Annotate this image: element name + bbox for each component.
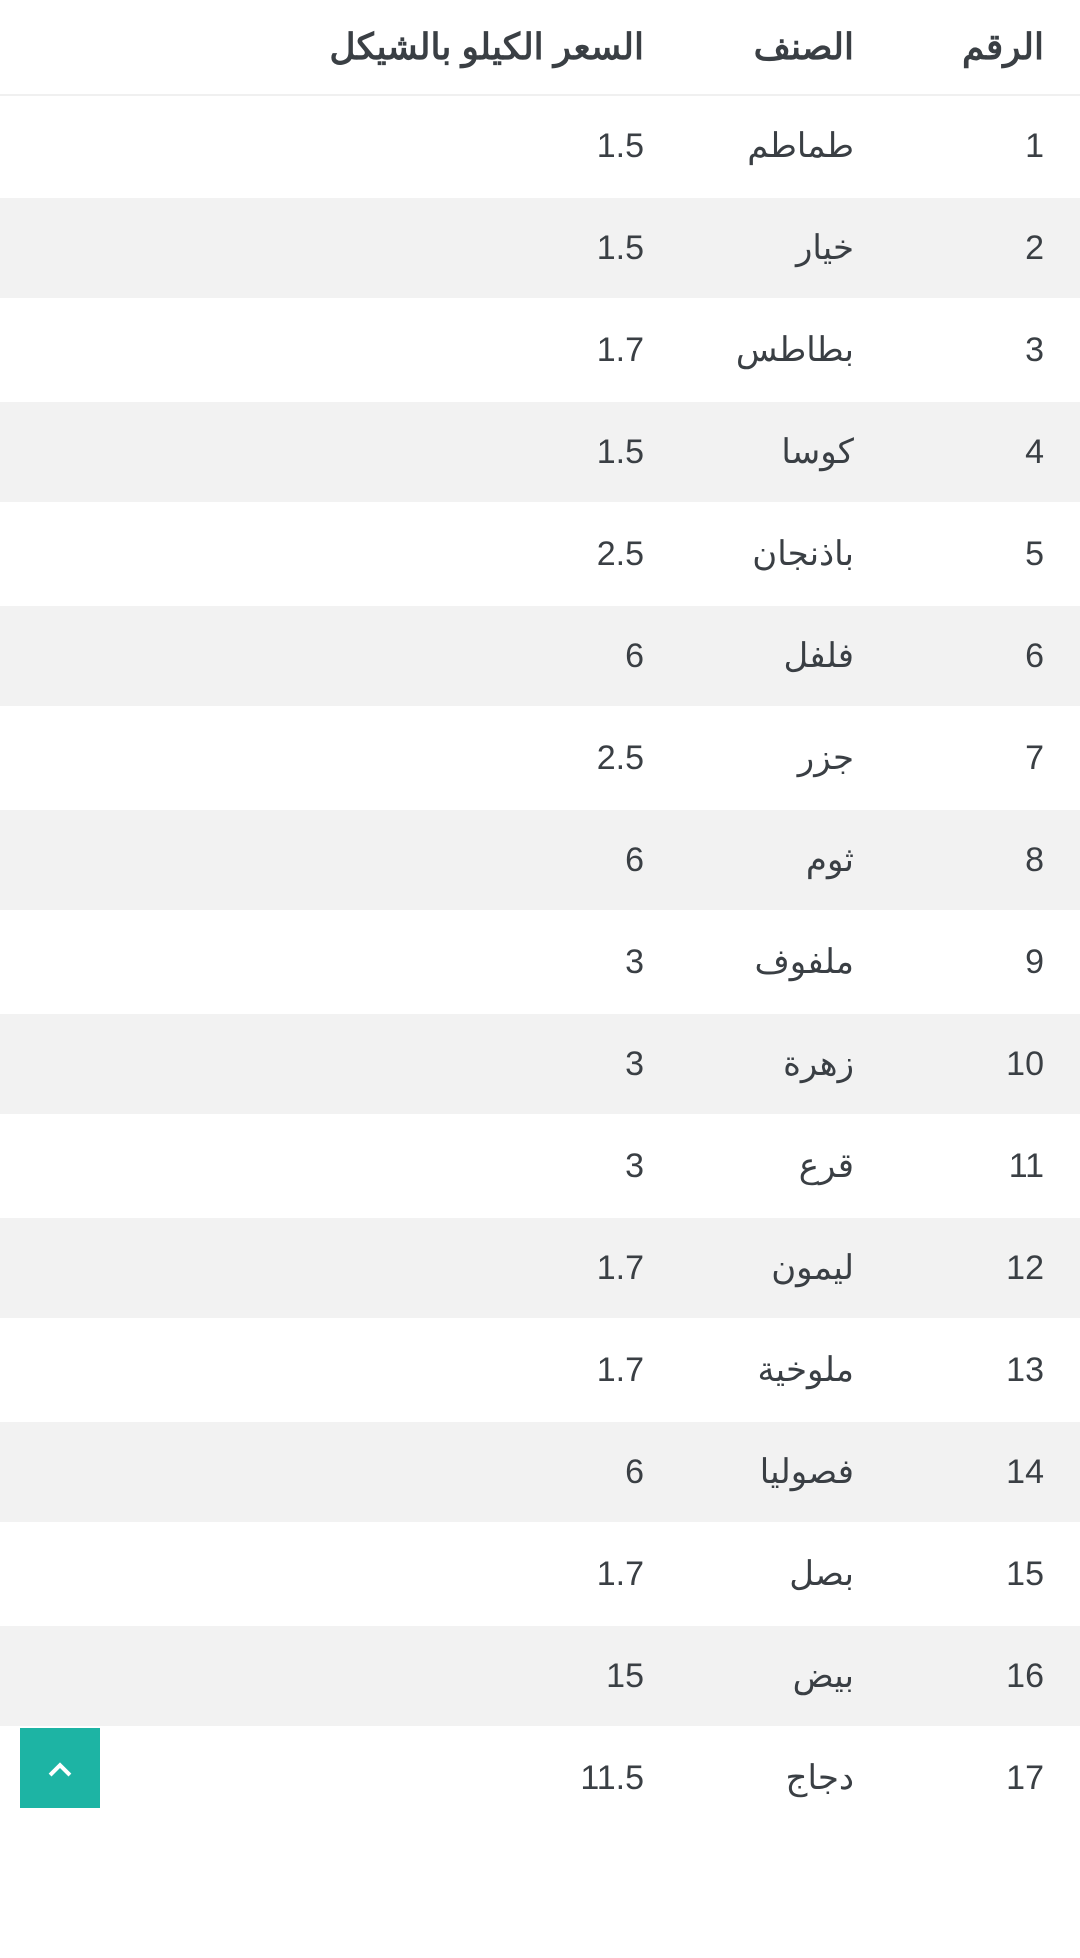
table-row: 9ملفوف3 xyxy=(0,911,1080,1013)
cell-item: كوسا xyxy=(680,401,890,503)
cell-price: 1.5 xyxy=(0,401,680,503)
cell-price: 3 xyxy=(0,1115,680,1217)
table-row: 2خيار1.5 xyxy=(0,197,1080,299)
cell-item: خيار xyxy=(680,197,890,299)
cell-item: بيض xyxy=(680,1625,890,1727)
cell-item: بصل xyxy=(680,1523,890,1625)
cell-price: 1.7 xyxy=(0,1217,680,1319)
cell-price: 1.7 xyxy=(0,1523,680,1625)
table-row: 13ملوخية1.7 xyxy=(0,1319,1080,1421)
cell-number: 2 xyxy=(890,197,1080,299)
table-row: 1طماطم1.5 xyxy=(0,95,1080,197)
table-row: 11قرع3 xyxy=(0,1115,1080,1217)
cell-price: 3 xyxy=(0,1013,680,1115)
chevron-up-icon xyxy=(43,1751,77,1785)
cell-number: 4 xyxy=(890,401,1080,503)
cell-number: 16 xyxy=(890,1625,1080,1727)
table-row: 17دجاج11.5 xyxy=(0,1727,1080,1829)
cell-item: فلفل xyxy=(680,605,890,707)
table-row: 12ليمون1.7 xyxy=(0,1217,1080,1319)
table-row: 7جزر2.5 xyxy=(0,707,1080,809)
cell-number: 10 xyxy=(890,1013,1080,1115)
scroll-top-button[interactable] xyxy=(20,1728,100,1808)
cell-number: 15 xyxy=(890,1523,1080,1625)
cell-price: 11.5 xyxy=(0,1727,680,1829)
cell-number: 12 xyxy=(890,1217,1080,1319)
col-header-item: الصنف xyxy=(680,0,890,95)
cell-item: دجاج xyxy=(680,1727,890,1829)
cell-number: 1 xyxy=(890,95,1080,197)
cell-number: 5 xyxy=(890,503,1080,605)
cell-price: 2.5 xyxy=(0,503,680,605)
cell-price: 15 xyxy=(0,1625,680,1727)
cell-item: فصوليا xyxy=(680,1421,890,1523)
table-row: 15بصل1.7 xyxy=(0,1523,1080,1625)
cell-number: 11 xyxy=(890,1115,1080,1217)
table-body: 1طماطم1.52خيار1.53بطاطس1.74كوسا1.55باذنج… xyxy=(0,95,1080,1829)
cell-item: باذنجان xyxy=(680,503,890,605)
cell-price: 6 xyxy=(0,809,680,911)
cell-number: 7 xyxy=(890,707,1080,809)
cell-item: قرع xyxy=(680,1115,890,1217)
cell-price: 3 xyxy=(0,911,680,1013)
table-row: 6فلفل6 xyxy=(0,605,1080,707)
cell-number: 3 xyxy=(890,299,1080,401)
cell-price: 6 xyxy=(0,605,680,707)
col-header-number: الرقم xyxy=(890,0,1080,95)
price-table: الرقم الصنف السعر الكيلو بالشيكل 1طماطم1… xyxy=(0,0,1080,1830)
table-row: 8ثوم6 xyxy=(0,809,1080,911)
cell-number: 9 xyxy=(890,911,1080,1013)
table-row: 10زهرة3 xyxy=(0,1013,1080,1115)
cell-number: 14 xyxy=(890,1421,1080,1523)
price-table-container: الرقم الصنف السعر الكيلو بالشيكل 1طماطم1… xyxy=(0,0,1080,1830)
cell-price: 1.5 xyxy=(0,197,680,299)
cell-item: ثوم xyxy=(680,809,890,911)
cell-price: 6 xyxy=(0,1421,680,1523)
table-row: 4كوسا1.5 xyxy=(0,401,1080,503)
cell-price: 1.7 xyxy=(0,1319,680,1421)
cell-item: ملفوف xyxy=(680,911,890,1013)
cell-number: 13 xyxy=(890,1319,1080,1421)
cell-number: 17 xyxy=(890,1727,1080,1829)
table-header-row: الرقم الصنف السعر الكيلو بالشيكل xyxy=(0,0,1080,95)
cell-item: جزر xyxy=(680,707,890,809)
cell-item: طماطم xyxy=(680,95,890,197)
table-row: 3بطاطس1.7 xyxy=(0,299,1080,401)
cell-item: بطاطس xyxy=(680,299,890,401)
cell-item: ملوخية xyxy=(680,1319,890,1421)
cell-number: 6 xyxy=(890,605,1080,707)
cell-item: ليمون xyxy=(680,1217,890,1319)
table-row: 5باذنجان2.5 xyxy=(0,503,1080,605)
cell-price: 1.5 xyxy=(0,95,680,197)
table-row: 14فصوليا6 xyxy=(0,1421,1080,1523)
col-header-price: السعر الكيلو بالشيكل xyxy=(0,0,680,95)
cell-price: 2.5 xyxy=(0,707,680,809)
cell-item: زهرة xyxy=(680,1013,890,1115)
cell-number: 8 xyxy=(890,809,1080,911)
table-row: 16بيض15 xyxy=(0,1625,1080,1727)
cell-price: 1.7 xyxy=(0,299,680,401)
